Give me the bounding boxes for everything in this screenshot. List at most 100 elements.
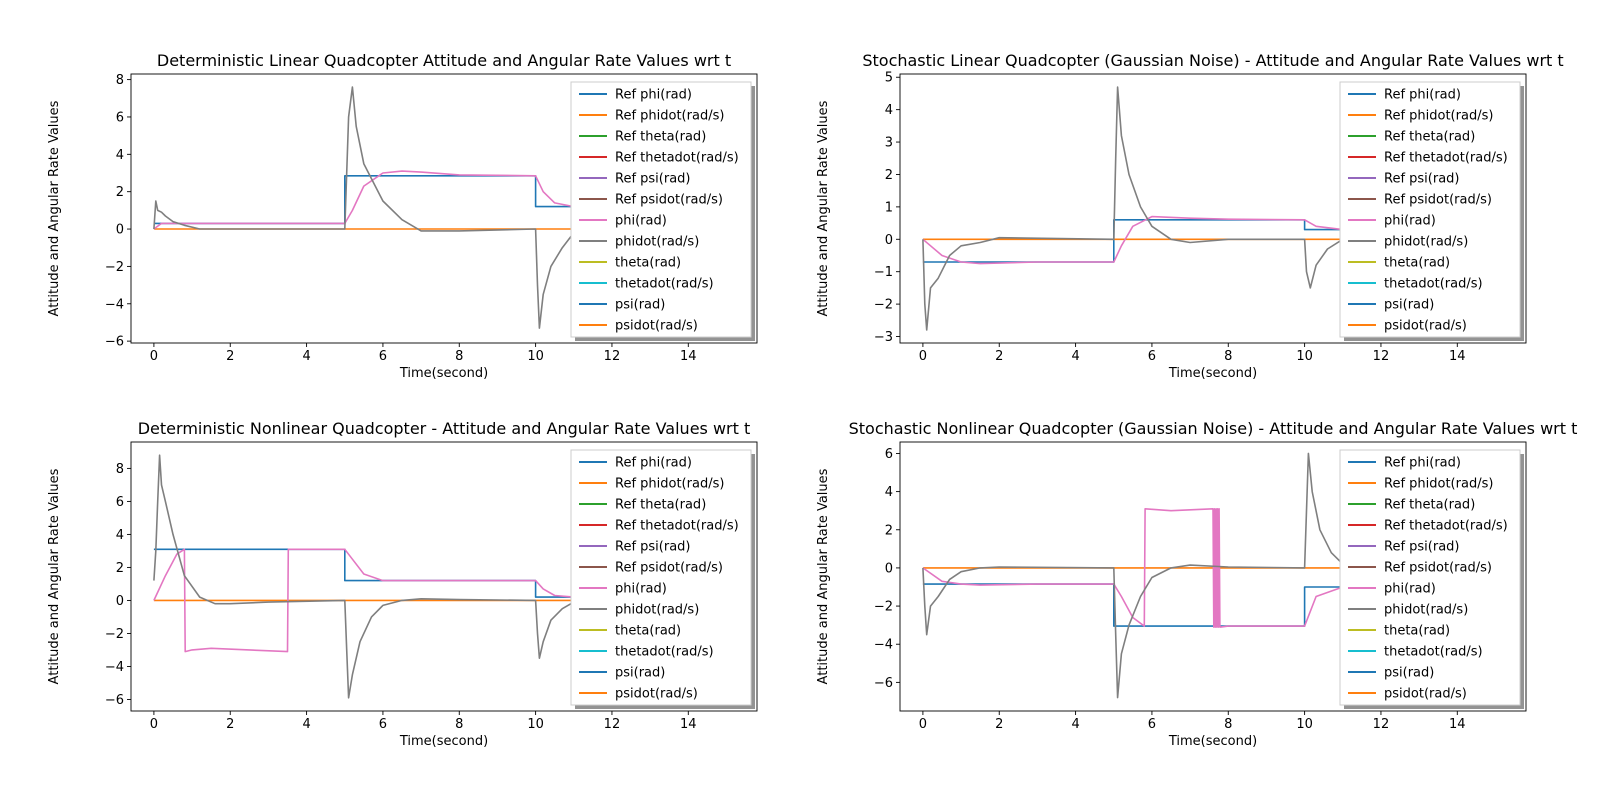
x-tick-label: 0 bbox=[150, 717, 158, 732]
chart-title: Deterministic Linear Quadcopter Attitude… bbox=[157, 51, 731, 70]
legend-entry: phi(rad) bbox=[615, 582, 667, 597]
legend-entry: Ref phidot(rad/s) bbox=[1384, 477, 1493, 492]
y-axis-label: Attitude and Angular Rate Values bbox=[816, 468, 831, 684]
y-tick-label: 4 bbox=[116, 148, 124, 163]
y-axis-label: Attitude and Angular Rate Values bbox=[47, 100, 62, 316]
y-tick-label: 6 bbox=[116, 110, 124, 125]
legend-entry: phi(rad) bbox=[1384, 582, 1436, 597]
legend-entry: thetadot(rad/s) bbox=[1384, 645, 1483, 660]
x-axis-label: Time(second) bbox=[399, 734, 488, 749]
legend: Ref phi(rad) Ref phidot(rad/s) Ref theta(r… bbox=[1339, 81, 1524, 341]
y-tick-label: −2 bbox=[105, 260, 124, 275]
series-line-4 bbox=[922, 452, 1344, 699]
legend-box bbox=[1339, 449, 1521, 706]
legend-entry: Ref thetadot(rad/s) bbox=[615, 151, 739, 166]
y-tick-label: −4 bbox=[105, 660, 124, 675]
subplot-4: 0 2 4 6 8 10 12 14 −6 −4 −2 0 2 4 6 Stochastic Nonlinea… bbox=[816, 419, 1577, 749]
plot-area bbox=[153, 86, 727, 329]
y-tick-label: 4 bbox=[116, 528, 124, 543]
x-tick-label: 8 bbox=[455, 349, 463, 364]
y-tick-label: 1 bbox=[885, 200, 893, 215]
y-tick-label: −6 bbox=[874, 676, 893, 691]
legend-entry: Ref phi(rad) bbox=[1384, 88, 1461, 103]
x-tick-label: 14 bbox=[680, 717, 697, 732]
legend-entry: Ref theta(rad) bbox=[1384, 130, 1475, 145]
legend-box bbox=[1339, 81, 1521, 338]
legend-entry: phi(rad) bbox=[1384, 214, 1436, 229]
legend-entry: Ref thetadot(rad/s) bbox=[1384, 519, 1508, 534]
legend-entry: theta(rad) bbox=[1384, 256, 1450, 271]
series-line-3 bbox=[153, 548, 574, 653]
y-tick-label: −6 bbox=[105, 335, 124, 350]
legend-entry: phidot(rad/s) bbox=[615, 603, 699, 618]
y-tick-label: −6 bbox=[105, 693, 124, 708]
legend-entry: psi(rad) bbox=[1384, 298, 1434, 313]
legend-entry: psi(rad) bbox=[1384, 666, 1434, 681]
legend-box bbox=[570, 81, 752, 338]
x-axis-label: Time(second) bbox=[1168, 366, 1257, 381]
x-tick-label: 6 bbox=[1148, 349, 1156, 364]
legend-entry: phidot(rad/s) bbox=[1384, 235, 1468, 250]
y-tick-label: −4 bbox=[105, 297, 124, 312]
x-tick-label: 6 bbox=[1148, 717, 1156, 732]
y-tick-label: 8 bbox=[116, 73, 124, 88]
x-tick-label: 8 bbox=[1224, 349, 1232, 364]
legend: Ref phi(rad) Ref phidot(rad/s) Ref theta(r… bbox=[570, 81, 755, 341]
legend-entry: Ref psi(rad) bbox=[615, 172, 691, 187]
legend-entry: Ref phidot(rad/s) bbox=[1384, 109, 1493, 124]
axes-frame bbox=[130, 441, 758, 712]
legend-entry: Ref thetadot(rad/s) bbox=[1384, 151, 1508, 166]
y-tick-label: 4 bbox=[885, 485, 893, 500]
legend-entry: Ref psidot(rad/s) bbox=[1384, 193, 1492, 208]
legend-entry: psi(rad) bbox=[615, 666, 665, 681]
y-tick-label: 0 bbox=[116, 223, 124, 238]
legend-entry: Ref phi(rad) bbox=[1384, 456, 1461, 471]
legend-entry: thetadot(rad/s) bbox=[615, 277, 714, 292]
x-tick-label: 2 bbox=[226, 717, 234, 732]
legend-entry: theta(rad) bbox=[615, 256, 681, 271]
series-line-4 bbox=[922, 86, 1344, 331]
legend-entry: Ref psidot(rad/s) bbox=[615, 561, 723, 576]
legend-entry: theta(rad) bbox=[615, 624, 681, 639]
legend-entry: thetadot(rad/s) bbox=[615, 645, 714, 660]
y-tick-label: 6 bbox=[116, 495, 124, 510]
x-tick-label: 4 bbox=[1071, 349, 1079, 364]
legend-entry: Ref phi(rad) bbox=[615, 456, 692, 471]
legend-entry: phidot(rad/s) bbox=[1384, 603, 1468, 618]
legend: Ref phi(rad) Ref phidot(rad/s) Ref theta(r… bbox=[1339, 449, 1524, 709]
subplot-3: 0 2 4 6 8 10 12 14 −6 −4 −2 0 2 4 6 8 Deterministic Nonl… bbox=[47, 419, 758, 749]
x-tick-label: 10 bbox=[527, 717, 544, 732]
x-tick-label: 12 bbox=[604, 717, 621, 732]
x-tick-label: 6 bbox=[379, 349, 387, 364]
y-tick-label: −2 bbox=[874, 298, 893, 313]
subplot-1: 0 2 4 6 8 10 12 14 −6 −4 −2 0 2 4 6 8 Deterministic Line… bbox=[47, 51, 758, 381]
x-tick-label: 14 bbox=[680, 349, 697, 364]
y-tick-label: 2 bbox=[885, 523, 893, 538]
x-tick-label: 2 bbox=[995, 717, 1003, 732]
legend-entry: theta(rad) bbox=[1384, 624, 1450, 639]
legend-entry: psidot(rad/s) bbox=[1384, 687, 1467, 702]
y-tick-label: −4 bbox=[874, 638, 893, 653]
axes-frame bbox=[130, 73, 758, 344]
plot-area bbox=[153, 454, 727, 699]
legend-entry: psidot(rad/s) bbox=[615, 687, 698, 702]
series-line-3 bbox=[922, 215, 1343, 265]
legend-entry: Ref psi(rad) bbox=[1384, 540, 1460, 555]
x-tick-label: 8 bbox=[455, 717, 463, 732]
y-tick-label: 3 bbox=[885, 136, 893, 151]
x-tick-label: 10 bbox=[527, 349, 544, 364]
legend-entry: Ref theta(rad) bbox=[615, 130, 706, 145]
x-tick-label: 10 bbox=[1296, 349, 1313, 364]
legend-entry: psidot(rad/s) bbox=[1384, 319, 1467, 334]
x-axis-label: Time(second) bbox=[399, 366, 488, 381]
legend-entry: psi(rad) bbox=[615, 298, 665, 313]
legend-entry: Ref theta(rad) bbox=[615, 498, 706, 513]
legend-entry: Ref psi(rad) bbox=[1384, 172, 1460, 187]
legend-entry: phi(rad) bbox=[615, 214, 667, 229]
x-tick-label: 0 bbox=[919, 349, 927, 364]
x-tick-label: 10 bbox=[1296, 717, 1313, 732]
y-tick-label: 0 bbox=[116, 594, 124, 609]
series-line-4 bbox=[153, 86, 575, 329]
x-tick-label: 2 bbox=[995, 349, 1003, 364]
series-line-3 bbox=[922, 507, 1344, 628]
